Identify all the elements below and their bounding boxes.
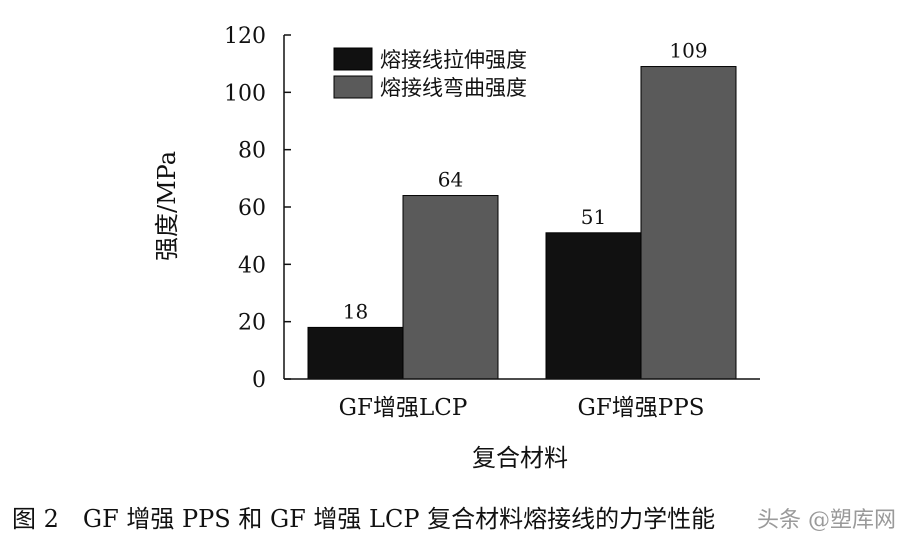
y-tick-label: 20 (238, 311, 266, 336)
x-axis-categories: GF增强LCP GF增强PPS (339, 395, 705, 421)
y-axis-title: 强度/MPa (153, 151, 181, 261)
y-tick-label: 100 (224, 81, 266, 106)
legend-swatch (333, 75, 373, 99)
bar-value-label: 64 (438, 168, 463, 192)
legend-label: 熔接线拉伸强度 (380, 48, 527, 72)
y-tick-label: 80 (238, 139, 266, 164)
y-tick-label: 0 (252, 368, 266, 393)
bar-flexural-2 (640, 66, 737, 380)
bar-value-label: 51 (581, 205, 606, 229)
figure-caption: 图 2 GF 增强 PPS 和 GF 增强 LCP 复合材料熔接线的力学性能 (12, 505, 715, 533)
watermark: 头条 @塑库网 (757, 508, 896, 533)
legend-label: 熔接线弯曲强度 (380, 76, 527, 100)
legend-swatch (333, 47, 373, 71)
y-tick-label: 40 (238, 253, 266, 278)
y-axis-ticks: 0 20 40 60 80 100 120 (224, 24, 291, 393)
bar-tensile-1 (307, 326, 404, 380)
bar-tensile-2 (545, 232, 642, 380)
y-tick-label: 120 (224, 24, 266, 49)
y-tick-label: 60 (238, 196, 266, 221)
bars (307, 66, 737, 380)
x-category-label: GF增强LCP (339, 395, 468, 421)
bar-value-label: 18 (343, 299, 368, 323)
x-category-label: GF增强PPS (577, 395, 704, 421)
bar-flexural-1 (402, 195, 499, 380)
x-axis-title: 复合材料 (472, 444, 568, 472)
bar-value-label: 109 (669, 39, 707, 63)
value-labels: 18 64 51 109 (343, 39, 708, 324)
